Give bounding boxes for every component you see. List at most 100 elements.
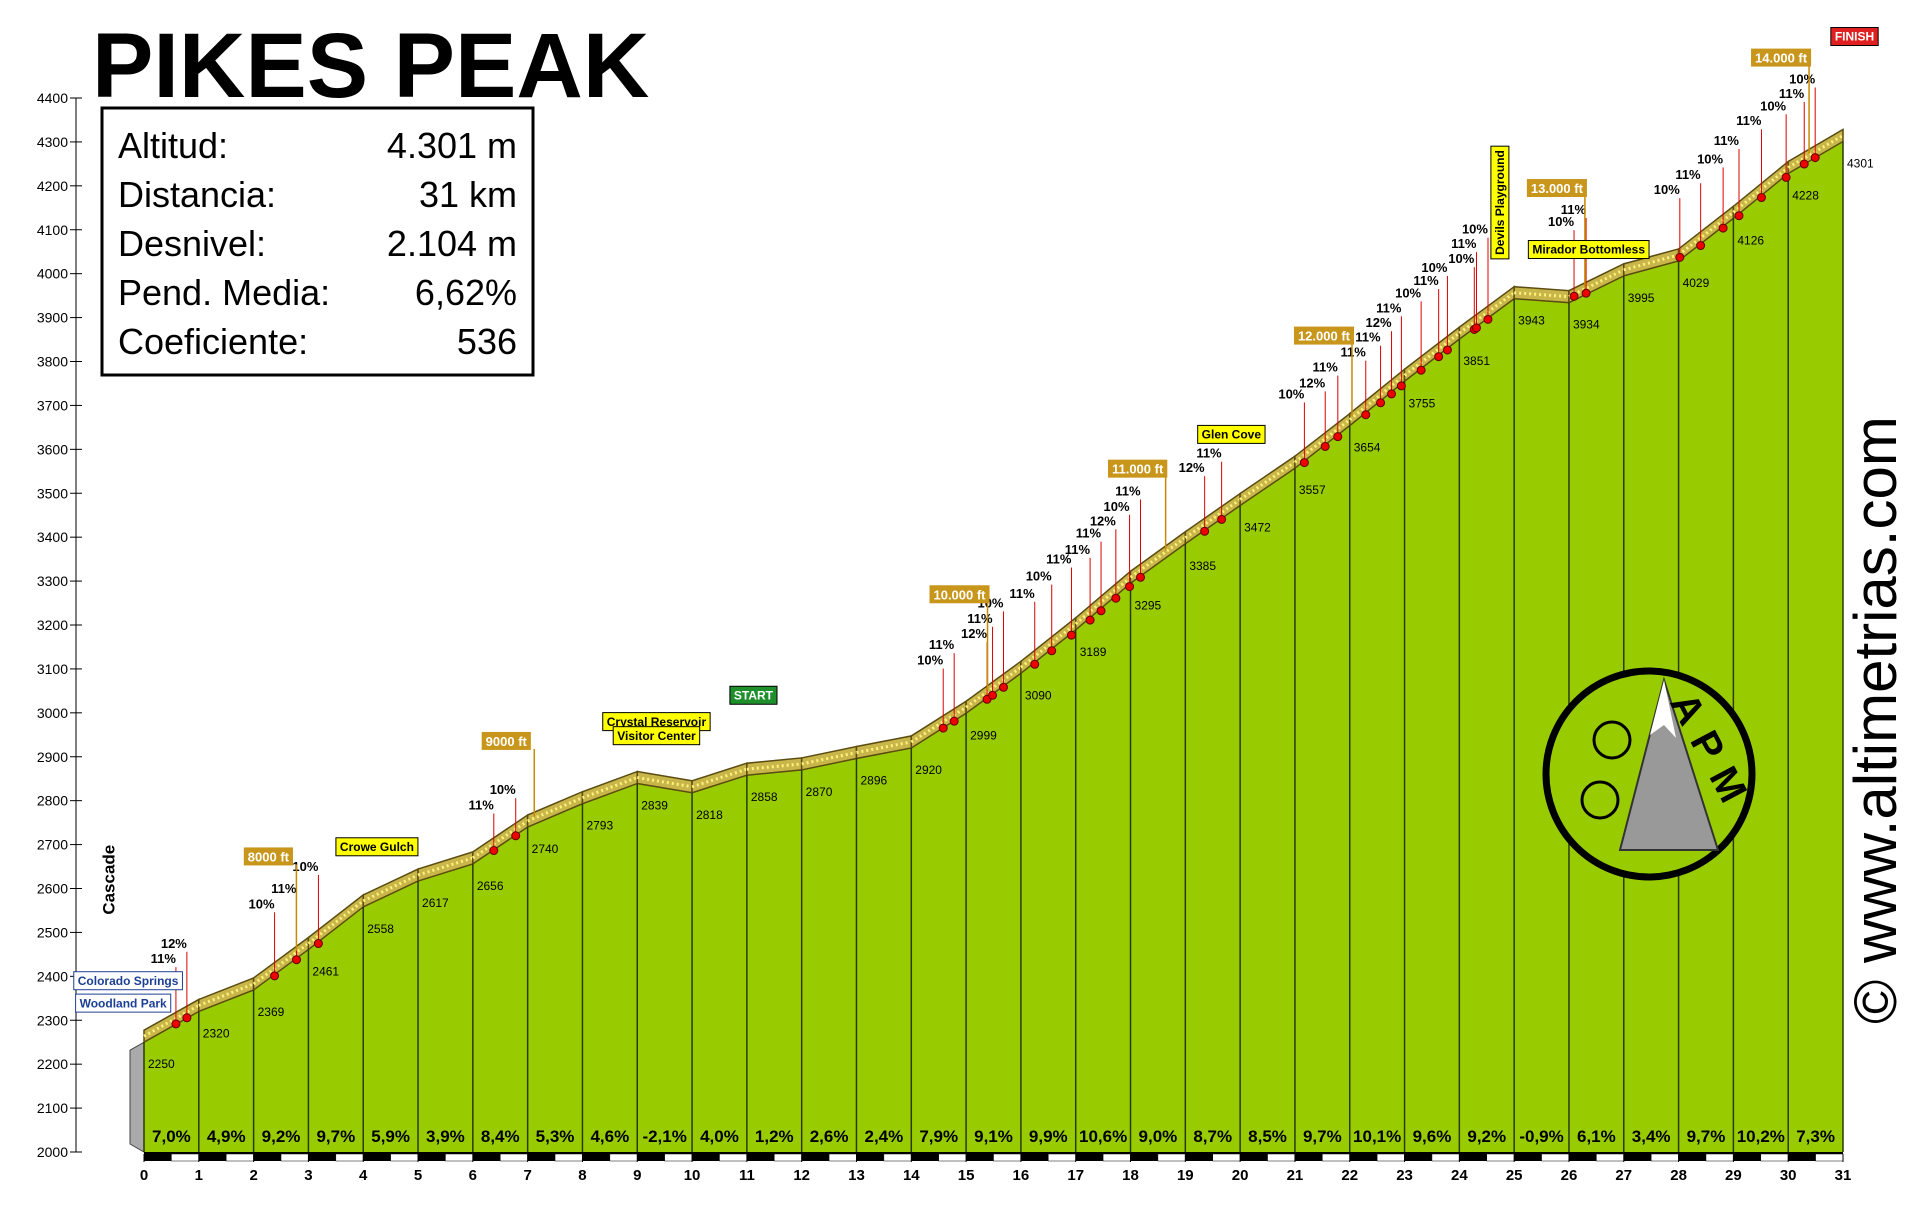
km-bar (527, 1154, 556, 1161)
place-label: Visitor Center (617, 729, 696, 743)
profile-segment (801, 758, 857, 1153)
elevation-label: 2369 (258, 1005, 285, 1019)
grade-dot (1581, 288, 1591, 298)
km-bar (1705, 1153, 1734, 1162)
y-tick-label: 3100 (37, 661, 68, 677)
gradient-label: 9,0% (1139, 1127, 1178, 1146)
profile-segment (746, 769, 802, 1153)
profile-segment (1787, 141, 1844, 1153)
gradient-label: 5,3% (536, 1127, 575, 1146)
grade-label: 11% (1196, 446, 1222, 461)
place-box (612, 726, 701, 746)
grade-label: 10% (1760, 98, 1786, 113)
y-tick-label: 2100 (37, 1100, 68, 1116)
gradient-label: 10,6% (1079, 1127, 1127, 1146)
gradient-label: 7,3% (1796, 1127, 1835, 1146)
logo-snow (1650, 680, 1676, 738)
altitude-box (243, 847, 294, 866)
road-hatch (307, 899, 365, 945)
km-bar (308, 1154, 336, 1161)
grade-label: 10% (292, 859, 318, 874)
gradient-label: 7,9% (919, 1127, 958, 1146)
elevation-label: 2839 (641, 799, 668, 813)
grade-label: 10% (1395, 285, 1421, 300)
place-label: Glen Cove (1202, 428, 1262, 442)
km-bar (1376, 1153, 1405, 1162)
grade-dot (988, 690, 998, 700)
road-hatch (1129, 536, 1187, 579)
elevation-label: 2793 (586, 819, 613, 833)
km-bar (1788, 1154, 1816, 1161)
grade-label: 10% (1026, 569, 1052, 584)
grade-label: 10% (1448, 251, 1474, 266)
gradient-label: 6,1% (1577, 1127, 1616, 1146)
info-value: 536 (457, 321, 517, 362)
elevation-label: 4301 (1847, 156, 1874, 170)
grade-label: 11% (1413, 273, 1439, 288)
km-bar (828, 1153, 857, 1162)
y-tick-label: 4100 (37, 222, 68, 238)
km-bar (363, 1154, 391, 1161)
km-bar (1404, 1154, 1432, 1161)
grade-dot (1125, 582, 1135, 592)
grade-dot (1111, 593, 1121, 603)
km-bar (1815, 1153, 1844, 1162)
profile-segment (965, 672, 1022, 1153)
elevation-label: 4228 (1792, 189, 1819, 203)
y-tick-label: 3400 (37, 529, 68, 545)
km-bar (1322, 1153, 1350, 1162)
km-bar (1130, 1154, 1158, 1161)
altitude-marker: 14.000 ft (1755, 51, 1808, 66)
place-label: Cascade (99, 845, 118, 915)
grade-dot (1217, 514, 1227, 524)
y-tick-label: 3500 (37, 485, 68, 501)
grade-label: 11% (1714, 133, 1740, 148)
place-label: Crystal Reservoir (607, 715, 707, 729)
grade-dot (1299, 458, 1309, 468)
altitude-box (481, 731, 531, 750)
gradient-label: 10,1% (1353, 1127, 1401, 1146)
road-hatch (910, 706, 967, 744)
y-tick-label: 2600 (37, 881, 68, 897)
profile-segment (1294, 425, 1350, 1153)
x-tick-label: 13 (848, 1167, 865, 1184)
y-tick-label: 3900 (37, 310, 68, 326)
km-bar (1102, 1153, 1131, 1162)
km-bar (554, 1153, 583, 1162)
grade-label: 10% (1789, 72, 1815, 87)
info-value: 4.301 m (387, 125, 517, 166)
elevation-label: 3295 (1135, 598, 1162, 612)
elevation-label: 3189 (1080, 645, 1107, 659)
grade-label: 11% (1065, 542, 1091, 557)
grade-label: 10% (249, 896, 275, 911)
grade-label: 11% (1009, 586, 1035, 601)
km-bar (883, 1153, 912, 1162)
grade-label: 11% (1340, 345, 1366, 360)
profile-segment (472, 826, 528, 1153)
elevation-label: 2858 (751, 790, 778, 804)
km-bar (966, 1154, 994, 1161)
grade-dot (1675, 252, 1685, 262)
grade-label: 12% (1365, 315, 1391, 330)
km-bar (719, 1153, 748, 1162)
grade-dot (1066, 630, 1076, 640)
road-hatch (1403, 331, 1461, 377)
grade-dot (1396, 381, 1406, 391)
grade-label: 11% (1355, 330, 1381, 345)
gradient-label: 4,0% (700, 1127, 739, 1146)
x-tick-label: 19 (1177, 1167, 1194, 1184)
place-label: Colorado Springs (78, 974, 179, 988)
place-label: Devils Playground (1493, 150, 1507, 255)
grade-label: 11% (1046, 552, 1072, 567)
grade-label: 10% (917, 653, 943, 668)
altitude-marker: 13.000 ft (1531, 181, 1584, 196)
km-bar (1075, 1154, 1104, 1161)
grade-dot (1734, 211, 1744, 221)
chart-title: PIKES PEAK (92, 15, 649, 117)
km-bar (1240, 1154, 1268, 1161)
x-tick-label: 17 (1067, 1167, 1084, 1184)
gradient-label: 9,9% (1029, 1127, 1068, 1146)
x-tick-label: 11 (739, 1167, 755, 1184)
grade-label: 10% (1421, 260, 1447, 275)
